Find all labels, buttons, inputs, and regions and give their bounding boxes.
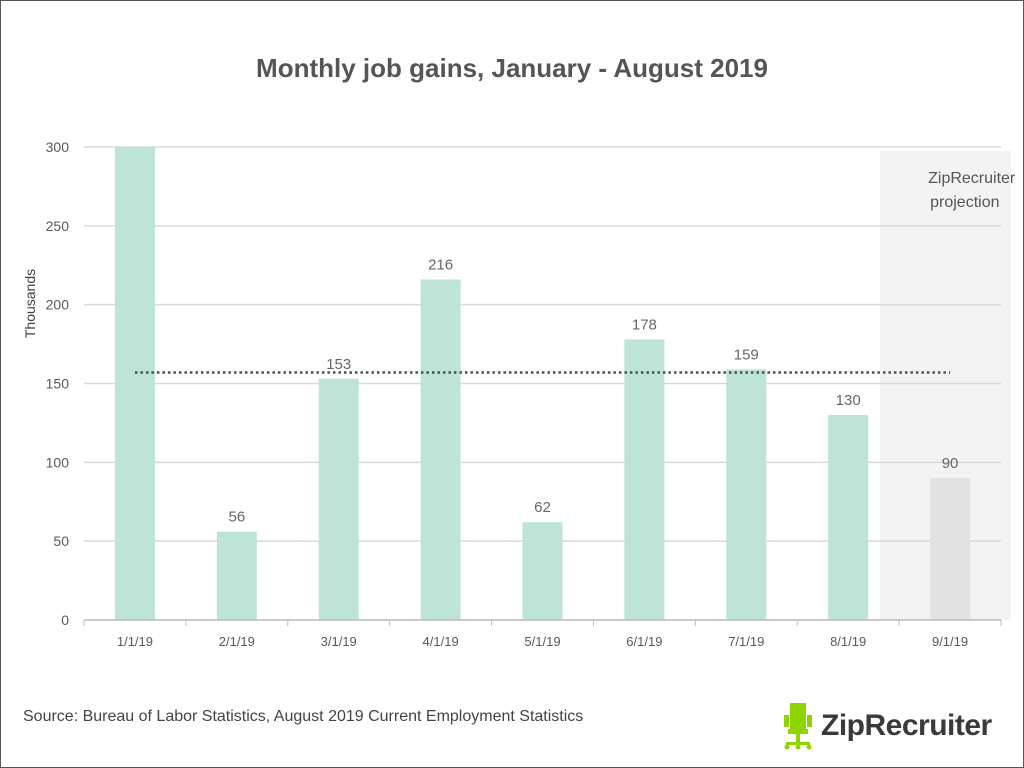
data-label: 153 xyxy=(326,356,351,373)
y-tick-label: 250 xyxy=(46,218,70,234)
chair-icon xyxy=(784,703,812,750)
bar xyxy=(726,369,767,620)
y-tick-label: 0 xyxy=(61,612,69,628)
logo-text: ZipRecruiter xyxy=(821,709,992,742)
projection-annotation-line1: ZipRecruiter xyxy=(928,170,1016,187)
x-tick-label: 5/1/19 xyxy=(524,634,560,649)
bar-chart: ZipRecruiter projection 0 50 100 150 200 250 300… xyxy=(22,139,1016,649)
data-label: 159 xyxy=(734,346,759,363)
x-tick-label: 8/1/19 xyxy=(830,634,866,649)
y-axis-label: Thousands xyxy=(22,269,38,338)
data-label: 56 xyxy=(228,509,245,526)
bar xyxy=(318,378,359,620)
bar xyxy=(522,522,563,620)
bar xyxy=(420,279,461,620)
x-tick-label: 2/1/19 xyxy=(219,634,255,649)
data-label: 130 xyxy=(836,392,861,409)
y-tick-label: 200 xyxy=(46,297,70,313)
x-tick-label: 6/1/19 xyxy=(626,634,662,649)
x-tick-label: 7/1/19 xyxy=(728,634,764,649)
bar xyxy=(624,339,665,620)
data-label: 178 xyxy=(632,316,657,333)
data-label: 90 xyxy=(942,455,959,472)
chart-title: Monthly job gains, January - August 2019 xyxy=(256,53,768,83)
source-note: Source: Bureau of Labor Statistics, Augu… xyxy=(23,708,584,725)
bar xyxy=(930,478,971,620)
bar xyxy=(216,531,257,620)
data-label: 62 xyxy=(534,499,551,516)
ziprecruiter-logo: ZipRecruiter xyxy=(781,701,992,751)
projection-annotation-line2: projection xyxy=(930,194,999,211)
bar xyxy=(114,147,155,620)
x-tick-label: 4/1/19 xyxy=(423,634,459,649)
x-tick-label: 9/1/19 xyxy=(932,634,968,649)
x-tick-label: 3/1/19 xyxy=(321,634,357,649)
y-tick-label: 300 xyxy=(46,139,70,155)
data-label: 216 xyxy=(428,256,453,273)
bar xyxy=(828,415,869,620)
y-tick-label: 50 xyxy=(53,533,69,549)
y-tick-label: 100 xyxy=(46,454,70,470)
x-tick-label: 1/1/19 xyxy=(117,634,153,649)
y-tick-label: 150 xyxy=(46,376,70,392)
